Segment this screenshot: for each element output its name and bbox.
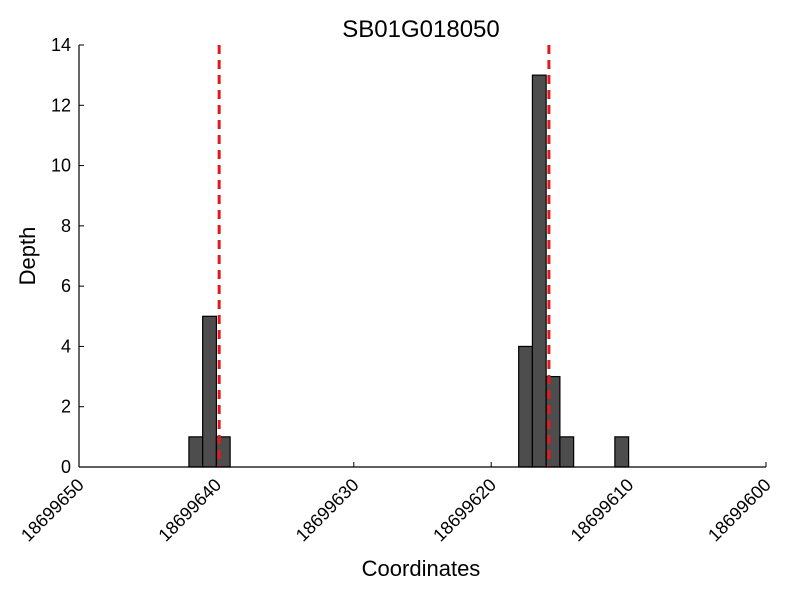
x-tick-label: 18699600 (704, 475, 775, 546)
y-tick-label: 0 (61, 457, 71, 477)
x-tick-label: 18699640 (154, 475, 225, 546)
y-tick-label: 10 (51, 156, 71, 176)
markers-layer (217, 45, 551, 467)
x-tick-label: 18699620 (429, 475, 500, 546)
y-axis-label: Depth (15, 227, 40, 286)
depth-bar (559, 436, 575, 468)
x-tick-label: 18699630 (292, 475, 363, 546)
x-axis-label: Coordinates (362, 556, 481, 581)
y-tick-label: 14 (51, 35, 71, 55)
depth-bar (202, 315, 218, 468)
depth-bar (518, 345, 534, 468)
depth-bar (614, 436, 630, 468)
bars-layer (188, 74, 630, 468)
y-tick-label: 6 (61, 276, 71, 296)
chart-title: SB01G018050 (342, 16, 499, 43)
x-tick-label: 18699610 (567, 475, 638, 546)
y-tick-label: 12 (51, 95, 71, 115)
y-tick-label: 2 (61, 397, 71, 417)
axes: 0 2 4 6 8 10 12 14 18699650 18699640 18699630 18699… (17, 35, 775, 545)
depth-bar (531, 74, 547, 468)
y-tick-label: 4 (61, 336, 71, 356)
x-tick-label: 18699650 (17, 475, 88, 546)
depth-bar (188, 436, 204, 468)
y-tick-label: 8 (61, 216, 71, 236)
